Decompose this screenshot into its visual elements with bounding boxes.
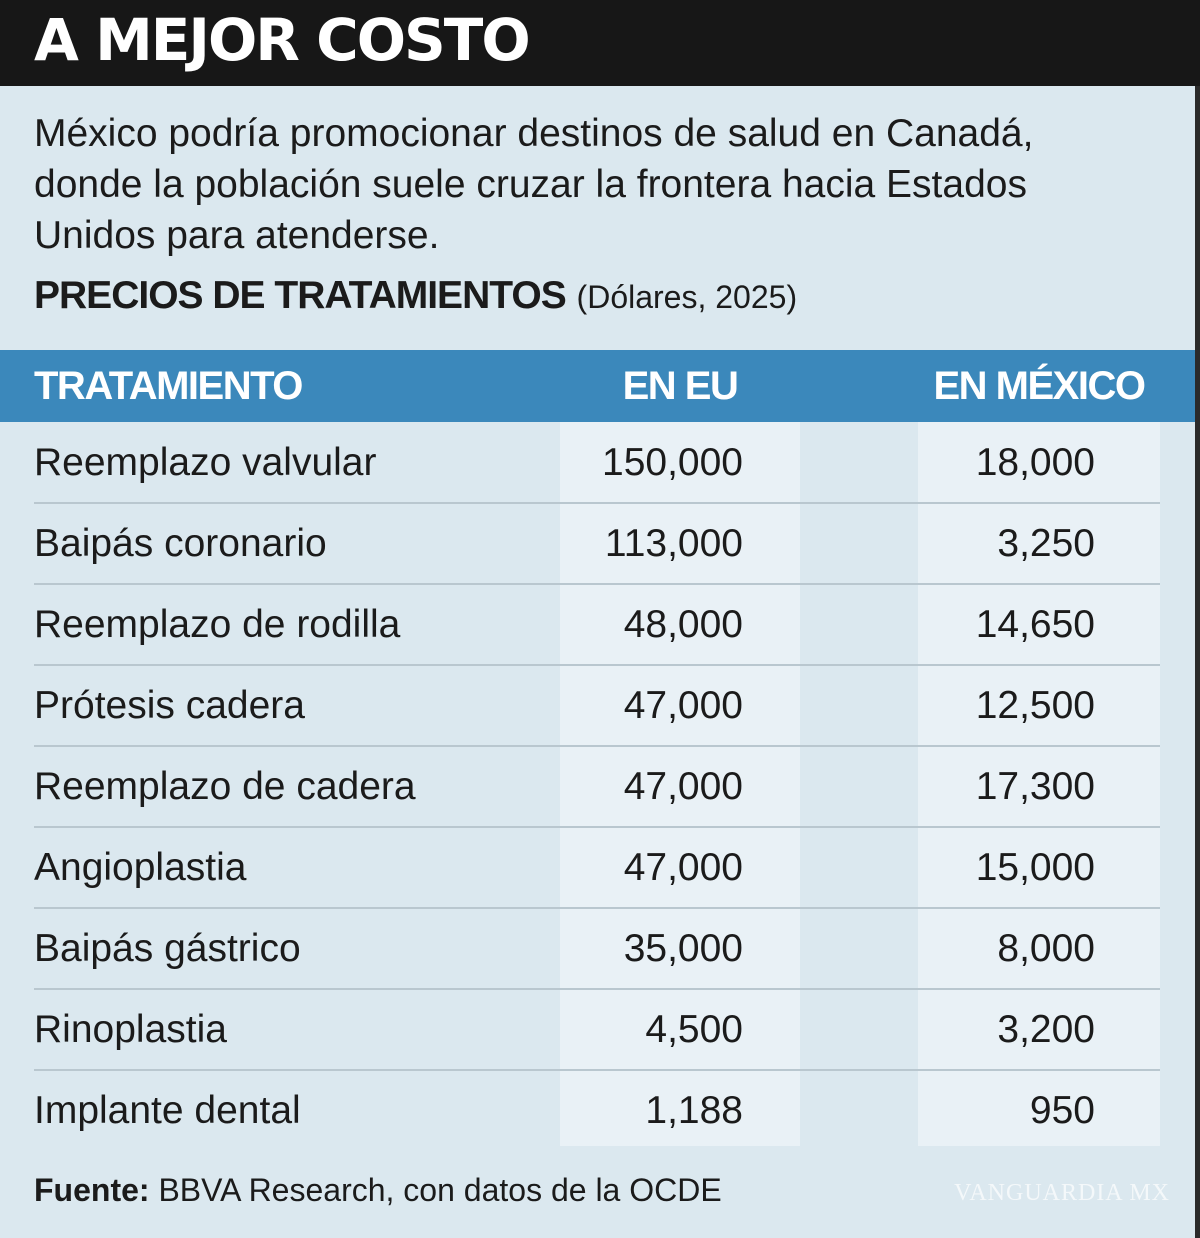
column-header: TRATAMIENTO — [34, 364, 303, 408]
intro-text: México podría promocionar destinos de sa… — [34, 112, 1034, 257]
treatment: Implante dental — [34, 1089, 301, 1132]
price-us: 113,000 — [604, 522, 743, 565]
row-divider — [34, 583, 1160, 585]
price-us: 150,000 — [602, 441, 743, 484]
price-mx: 3,200 — [997, 1008, 1095, 1051]
watermark: VANGUARDIA MX — [954, 1180, 1170, 1206]
treatment: Reemplazo de cadera — [34, 765, 416, 808]
column-header: EN MÉXICO — [933, 364, 1146, 408]
title: A MEJOR COSTO — [34, 6, 531, 74]
price-mx: 18,000 — [975, 441, 1095, 484]
column-background — [560, 422, 800, 1146]
source-text: BBVA Research, con datos de la OCDE — [158, 1172, 722, 1208]
price-us: 35,000 — [623, 927, 743, 970]
treatment: Rinoplastia — [34, 1008, 227, 1051]
subtitle-main: PRECIOS DE TRATAMIENTOS — [34, 274, 567, 317]
price-us: 48,000 — [623, 603, 743, 646]
column-background — [918, 422, 1160, 1146]
price-mx: 14,650 — [975, 603, 1095, 646]
edge-border — [1195, 86, 1200, 1238]
price-mx: 15,000 — [975, 846, 1095, 889]
price-mx: 12,500 — [975, 684, 1095, 727]
treatment: Reemplazo de rodilla — [34, 603, 401, 646]
row-divider — [34, 664, 1160, 666]
price-mx: 3,250 — [997, 522, 1095, 565]
price-us: 1,188 — [645, 1089, 743, 1132]
row-divider — [34, 1069, 1160, 1071]
column-header: EN EU — [622, 364, 739, 408]
price-mx: 8,000 — [997, 927, 1095, 970]
treatment: Prótesis cadera — [34, 684, 305, 727]
source-label: Fuente: — [34, 1172, 150, 1208]
subtitle: PRECIOS DE TRATAMIENTOS (Dólares, 2025) — [34, 274, 797, 318]
table-header: TRATAMIENTO EN EU EN MÉXICO — [0, 350, 1195, 422]
price-us: 4,500 — [645, 1008, 743, 1051]
treatment: Reemplazo valvular — [34, 441, 377, 484]
price-us: 47,000 — [623, 846, 743, 889]
row-divider — [34, 907, 1160, 909]
treatment: Baipás gástrico — [34, 927, 301, 970]
row-divider — [34, 502, 1160, 504]
price-mx: 17,300 — [975, 765, 1095, 808]
row-divider — [34, 745, 1160, 747]
source: Fuente: BBVA Research, con datos de la O… — [34, 1172, 722, 1209]
header-bar: A MEJOR COSTO — [0, 0, 1200, 86]
row-divider — [34, 826, 1160, 828]
treatment: Baipás coronario — [34, 522, 327, 565]
price-mx: 950 — [1029, 1089, 1095, 1132]
treatment: Angioplastia — [34, 846, 247, 889]
price-us: 47,000 — [623, 684, 743, 727]
subtitle-note: (Dólares, 2025) — [576, 279, 798, 315]
price-us: 47,000 — [623, 765, 743, 808]
row-divider — [34, 988, 1160, 990]
